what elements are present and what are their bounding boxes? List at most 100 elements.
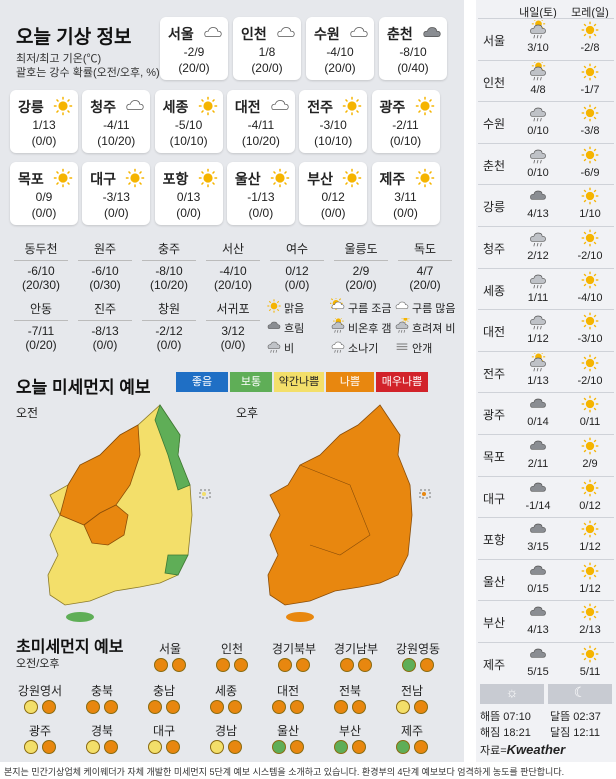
sun-box: ☼ (480, 684, 544, 704)
small-city: 충주 -8/10 (10/20) (138, 240, 200, 292)
forecast-city: 울산 (482, 574, 506, 589)
city-temp: 0/13 (176, 190, 201, 204)
sun-icon (414, 167, 436, 194)
small-city-temp: 0/12 (285, 264, 309, 278)
upm-pm-dot (104, 740, 118, 754)
legend-label: 소나기 (348, 342, 379, 355)
small-city-temp: -8/13 (91, 324, 119, 338)
city-temp: -4/11 (103, 118, 130, 132)
row-divider (478, 184, 614, 186)
forecast-city: 서울 (482, 34, 506, 48)
sun-rain-icon (528, 17, 548, 45)
upm-region-name: 경기북부 (271, 642, 317, 656)
sun-icon (580, 186, 600, 211)
row-divider (478, 350, 614, 352)
city-temp: 1/13 (32, 118, 56, 132)
pm-title: 오늘 미세먼지 예보 (16, 378, 151, 397)
upm-region: 부산 (320, 722, 380, 762)
upm-title: 초미세먼지 예보 (16, 639, 124, 656)
small-city-name: 안동 (14, 300, 68, 321)
upm-region-name: 인천 (220, 642, 244, 656)
city-temp: 1/8 (258, 45, 276, 59)
city-name: 청주 (90, 99, 117, 115)
upm-region-name: 충북 (90, 684, 114, 698)
upm-pm-dot (296, 658, 310, 672)
city-temp: -3/13 (102, 190, 130, 204)
day2-temp: -2/10 (577, 374, 603, 387)
upm-region-name: 부산 (338, 724, 362, 738)
upm-region-name: 대구 (152, 724, 176, 738)
upm-pm-dot (414, 740, 428, 754)
sun-icon (341, 95, 363, 122)
footer-note: 본지는 민간기상업체 케이웨더가 자체 개발한 미세먼지 5단계 예보 시스템을… (0, 762, 616, 779)
sun-icon (124, 167, 146, 194)
upm-region-name: 제주 (400, 724, 424, 738)
city-card: 대전 -4/11 (10/20) (226, 90, 295, 153)
sun-icon (52, 95, 74, 122)
sun-icon (197, 95, 219, 122)
upm-am-dot (148, 700, 162, 714)
cloud-dark-icon (528, 561, 548, 586)
fog-icon (394, 338, 410, 357)
small-city-temp: -4/10 (219, 264, 247, 278)
legend-label: 흐림 (284, 322, 305, 335)
upm-pm-dot (228, 740, 242, 754)
moonset: 달짐 12:11 (550, 727, 601, 739)
upm-region-name: 경기남부 (333, 642, 379, 656)
upm-am-dot (396, 740, 410, 754)
city-prob: (0/0) (31, 134, 57, 148)
day2-temp: 1/10 (579, 208, 601, 221)
day2-temp: -3/8 (580, 125, 600, 138)
cloud-dark-icon (528, 644, 548, 669)
small-city-prob: (0/0) (284, 278, 310, 292)
rain-icon (528, 311, 548, 336)
page-title: 오늘 기상 정보 (16, 27, 132, 48)
day2-temp: 0/12 (579, 499, 601, 512)
small-city-temp: -8/10 (155, 264, 183, 278)
upm-region: 경기북부 (264, 640, 324, 680)
forecast-city: 세종 (482, 283, 506, 298)
day1-temp: 1/11 (527, 291, 549, 304)
source: 자료=Kweather (480, 742, 565, 758)
sun-icon (580, 20, 600, 45)
upm-region: 충남 (134, 682, 194, 722)
small-city-name: 진주 (78, 300, 132, 321)
sun-icon (269, 167, 291, 194)
city-name: 제주 (379, 171, 406, 187)
day2-temp: -3/10 (577, 333, 603, 346)
city-card: 울산 -1/13 (0/0) (226, 162, 295, 225)
city-temp: -4/11 (247, 118, 275, 132)
row-divider (478, 434, 614, 435)
city-prob: (0/0) (248, 206, 274, 220)
city-card: 전주 -3/10 (10/10) (299, 90, 368, 153)
legend-label: 구름 조금 (348, 302, 392, 315)
city-card: 대구 -3/13 (0/0) (82, 162, 151, 225)
city-prob: (0/0) (31, 206, 57, 220)
day1-temp: 1/13 (527, 374, 549, 387)
sun-icon (580, 228, 600, 253)
legend-label: 비온후 갬 (348, 322, 392, 335)
forecast-city: 강릉 (482, 200, 506, 215)
sunset: 해짐 18:21 (480, 727, 531, 739)
upm-sub: 오전/오후 (16, 658, 60, 670)
city-name: 수원 (314, 26, 340, 42)
small-city-prob: (20/10) (213, 278, 253, 292)
upm-region: 대전 (258, 682, 318, 722)
forecast-city: 광주 (482, 408, 506, 423)
upm-region: 경기남부 (326, 640, 386, 680)
sun-icon (580, 436, 600, 461)
sun-icon (580, 103, 600, 128)
legend-item: 비 (266, 338, 294, 357)
small-city-prob: (0/0) (220, 338, 246, 352)
upm-pm-dot (104, 700, 118, 714)
city-temp: -1/13 (247, 190, 275, 204)
city-prob: (0/0) (320, 206, 346, 220)
upm-region-name: 서울 (158, 642, 182, 656)
upm-region-name: 광주 (28, 724, 52, 738)
small-city-name: 서귀포 (206, 300, 260, 321)
city-prob: (0/0) (393, 206, 418, 220)
upm-am-dot (272, 700, 286, 714)
legend-item: 구름 조금 (329, 296, 392, 317)
today-weather-panel: 오늘 기상 정보 최저/최고 기온(℃) 괄호는 강수 확률(오전/오후, %)… (0, 0, 464, 762)
upm-pm-dot (172, 658, 186, 672)
